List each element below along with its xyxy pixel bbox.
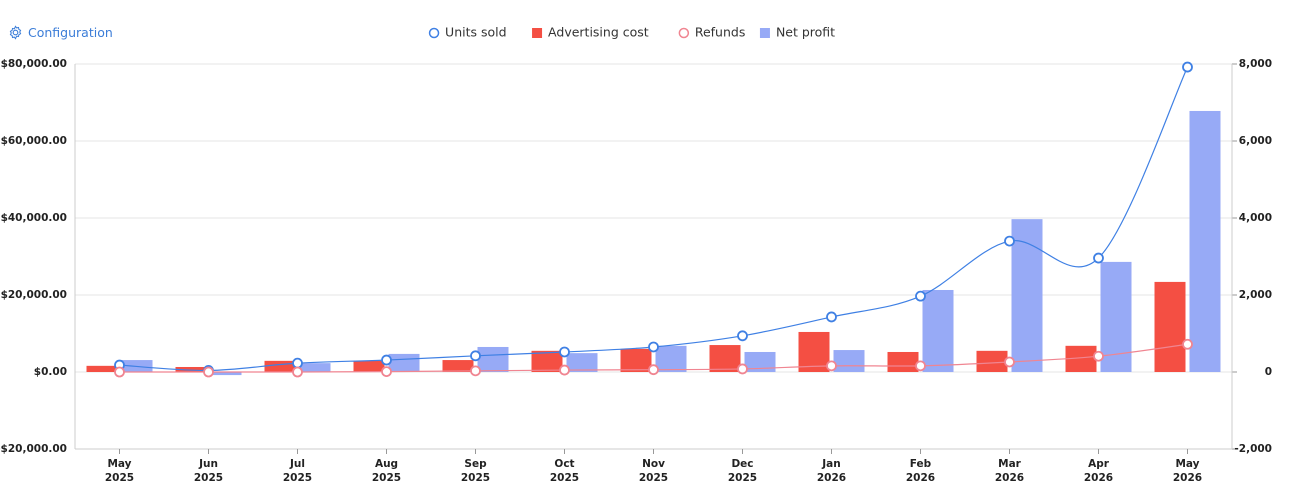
bar [1154,281,1186,372]
bar [798,331,830,372]
bar [388,353,420,372]
point [737,330,748,342]
y-tick-label: $60,000.00 [1,135,67,147]
point [292,366,303,378]
bar [833,350,865,372]
bar [86,365,118,372]
point [1182,338,1193,350]
x-tick-label: Oct 2025 [549,458,580,484]
gear-icon [9,25,22,40]
bar [655,345,687,372]
legend-marker [678,27,690,39]
legend-label: Units sold [445,25,507,40]
legend-marker [759,28,770,38]
y2-tick-label: 8,000 [1239,58,1272,70]
point [381,366,392,378]
configuration-button[interactable]: Configuration [8,25,113,40]
point [826,311,837,323]
point [381,354,392,366]
point [470,365,481,377]
point [1004,235,1015,247]
legend-label: Advertising cost [548,25,649,40]
point [559,346,570,358]
x-tick-label: Feb 2026 [905,458,936,484]
x-tick-label: Mar 2026 [994,458,1025,484]
bar [1189,110,1221,372]
x-tick-label: Jan 2026 [816,458,847,484]
bar [1011,219,1043,372]
point [1093,252,1104,264]
x-tick-label: Aug 2025 [371,458,402,484]
legend-label: Net profit [776,25,835,40]
bar [477,346,509,372]
point [1004,356,1015,368]
bar [566,353,598,372]
point [292,357,303,369]
x-tick-label: May 2025 [104,458,135,484]
bar [744,351,776,372]
point [915,360,926,372]
y2-tick-label: 6,000 [1239,135,1272,147]
y2-tick-label: -2,000 [1234,443,1272,455]
point [114,366,125,378]
y-tick-label: $80,000.00 [1,58,67,70]
x-tick-label: Apr 2026 [1083,458,1114,484]
point [1182,61,1193,73]
y2-tick-label: 0 [1265,366,1272,378]
x-tick-label: Jun 2025 [193,458,224,484]
y-tick-label: $20,000.00 [1,289,67,301]
bar [264,360,296,372]
bar [210,372,242,376]
y2-tick-label: 4,000 [1239,212,1272,224]
point [203,366,214,378]
bar [709,345,741,372]
x-tick-label: Nov 2025 [638,458,669,484]
point [737,363,748,375]
x-tick-label: May 2026 [1172,458,1203,484]
point [1093,350,1104,362]
bar [175,366,207,372]
y-tick-label: -$20,000.00 [0,443,67,455]
y2-tick-label: 2,000 [1239,289,1272,301]
y-tick-label: $0.00 [34,366,67,378]
bar [887,351,919,372]
point [648,364,659,376]
legend-marker [532,28,543,38]
x-tick-label: Dec 2025 [727,458,758,484]
bar [976,350,1008,372]
x-tick-label: Jul 2025 [282,458,313,484]
bar [531,350,563,372]
point [826,360,837,372]
point [648,341,659,353]
point [559,364,570,376]
x-tick-label: Sep 2025 [460,458,491,484]
bar [442,360,474,372]
point [470,350,481,362]
bar [620,348,652,372]
bar [922,289,954,372]
legend-label: Refunds [695,25,746,40]
y-tick-label: $40,000.00 [1,212,67,224]
bar [299,363,331,372]
legend-marker [428,27,440,39]
configuration-label: Configuration [28,25,113,40]
point [915,290,926,302]
bar [353,360,385,372]
